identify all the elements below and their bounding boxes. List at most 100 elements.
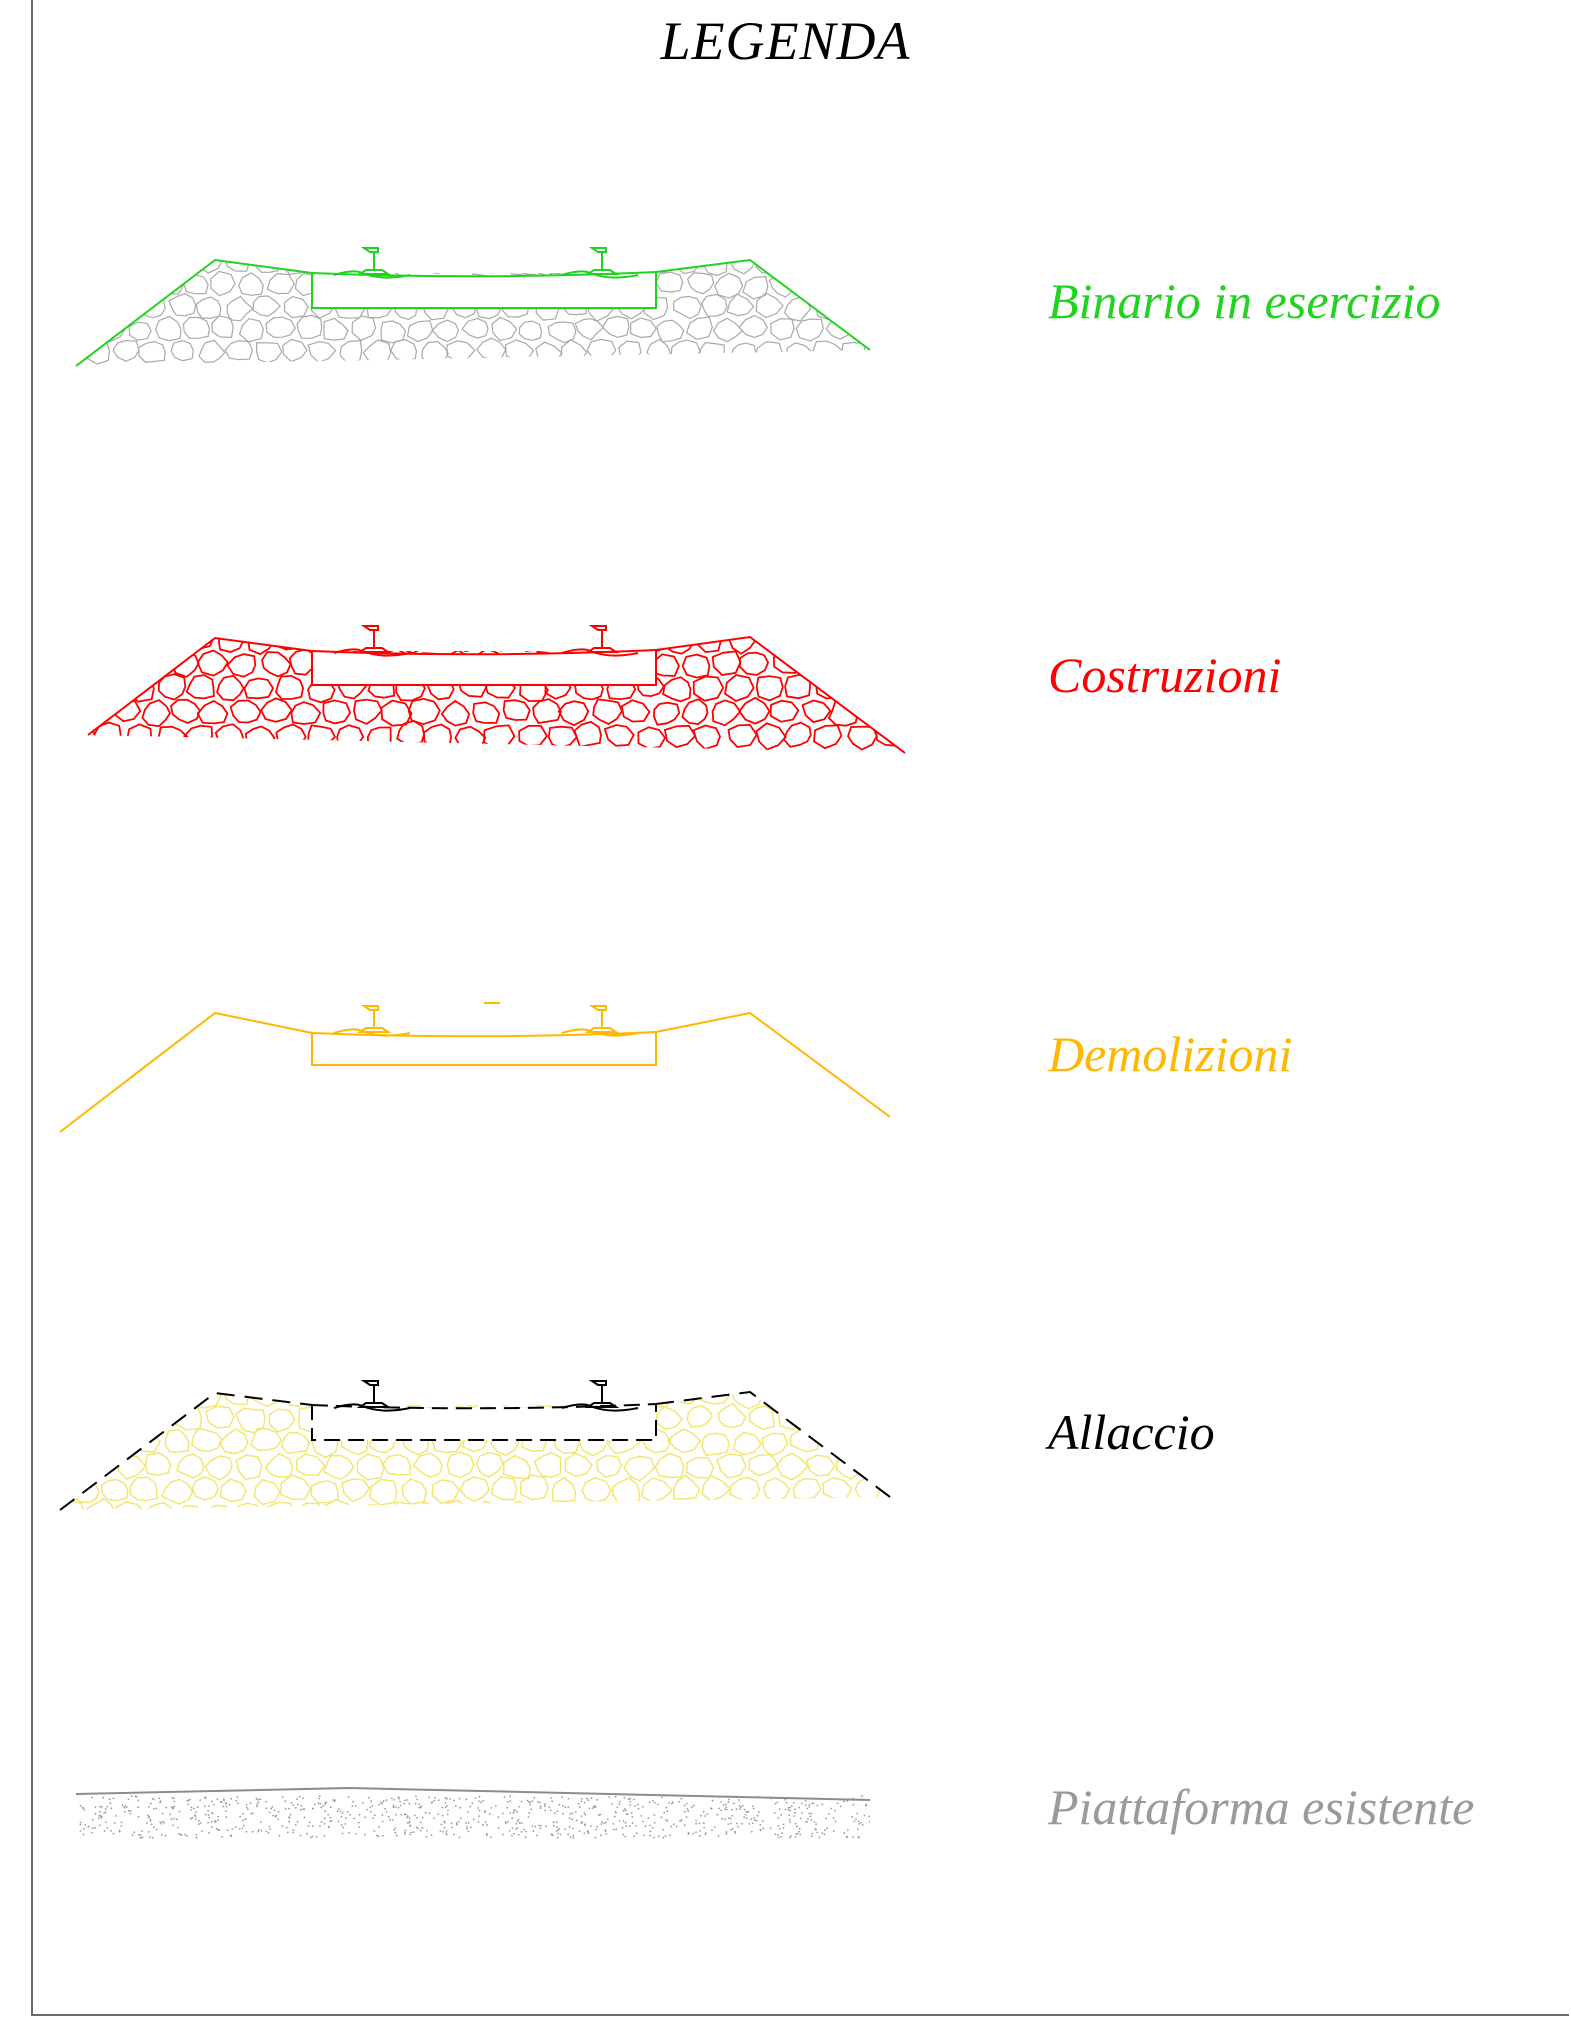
platform-dot xyxy=(194,1811,197,1814)
platform-dot xyxy=(103,1812,106,1814)
ballast-stone xyxy=(406,320,434,343)
platform-dot xyxy=(623,1796,626,1799)
platform-dot xyxy=(241,1827,244,1829)
platform-dot xyxy=(660,1816,663,1819)
platform-dot xyxy=(324,1803,327,1805)
platform-dot xyxy=(426,1829,428,1832)
ballast-stone xyxy=(159,1392,187,1406)
platform-dot xyxy=(640,1815,643,1817)
platform-dot xyxy=(149,1802,152,1805)
platform-dot xyxy=(418,1803,421,1806)
ballast-stone xyxy=(60,1478,68,1501)
platform-dot xyxy=(671,1802,673,1805)
platform-dot xyxy=(170,1818,173,1821)
platform-dot xyxy=(161,1820,164,1823)
platform-dot xyxy=(852,1803,855,1806)
ballast-stone xyxy=(205,1405,235,1429)
ballast-stone xyxy=(726,293,755,317)
platform-dot xyxy=(649,1834,651,1837)
platform-dot xyxy=(737,1826,739,1828)
platform-dot xyxy=(711,1829,713,1831)
platform-dot xyxy=(159,1821,162,1824)
platform-dot xyxy=(294,1823,297,1826)
ballast-stone xyxy=(656,319,685,343)
platform-dot xyxy=(228,1803,231,1806)
platform-dot xyxy=(866,1798,868,1801)
platform-dot xyxy=(399,1800,401,1803)
platform-dot xyxy=(315,1835,318,1838)
ballast-stone xyxy=(826,272,854,295)
ballast-stone xyxy=(490,1475,518,1501)
platform-dot xyxy=(679,1820,681,1822)
ballast-stone xyxy=(88,654,111,678)
platform-dot xyxy=(302,1797,304,1800)
ballast-stone xyxy=(769,699,800,723)
ballast-stone xyxy=(392,260,419,272)
platform-dot xyxy=(118,1829,121,1832)
platform-dot xyxy=(757,1811,760,1813)
platform-dot xyxy=(112,1797,115,1800)
platform-dot xyxy=(415,1795,417,1798)
ballast-stone xyxy=(672,1474,701,1500)
platform-dot xyxy=(416,1798,419,1801)
platform-dot xyxy=(392,1819,394,1821)
platform-dot xyxy=(633,1835,635,1837)
platform-dot xyxy=(211,1800,213,1803)
ballast-stone xyxy=(502,699,531,721)
ballast-stone xyxy=(218,1428,249,1455)
ballast-stone xyxy=(380,320,407,344)
ballast-stone xyxy=(226,653,257,678)
ballast-stone xyxy=(742,276,769,300)
platform-dot xyxy=(482,1799,485,1802)
platform-dot xyxy=(465,1822,468,1824)
platform-dot xyxy=(626,1813,629,1816)
ballast-stone xyxy=(340,260,366,273)
ballast-stone xyxy=(60,1451,85,1477)
platform-dot xyxy=(141,1830,144,1832)
platform-dot xyxy=(813,1821,816,1823)
platform-dot xyxy=(382,1800,385,1803)
ballast-stone xyxy=(238,272,264,296)
platform-dot xyxy=(400,1804,402,1807)
ballast-stone xyxy=(158,274,185,295)
platform-dot xyxy=(843,1832,846,1834)
platform-dot xyxy=(587,1799,590,1802)
platform-dot xyxy=(625,1825,628,1828)
platform-dot xyxy=(809,1815,812,1818)
platform-dot xyxy=(112,1832,115,1835)
platform-dot xyxy=(753,1816,756,1819)
platform-dot xyxy=(369,1806,372,1809)
ballast-stone xyxy=(778,1405,808,1431)
platform-dot xyxy=(540,1825,542,1827)
platform-dot xyxy=(379,1801,382,1804)
platform-dot xyxy=(292,1804,295,1807)
platform-dot xyxy=(520,1822,523,1824)
platform-dot xyxy=(151,1836,154,1839)
platform-dot xyxy=(366,1808,368,1811)
rail-right xyxy=(561,1380,639,1412)
ballast-stone xyxy=(432,1392,461,1406)
ballast-stone xyxy=(296,314,323,339)
platform-dot xyxy=(811,1832,814,1835)
platform-dot xyxy=(428,1796,430,1799)
platform-dot xyxy=(308,1821,311,1824)
platform-dot xyxy=(419,1829,422,1832)
platform-dot xyxy=(622,1809,625,1812)
ballast-stone xyxy=(95,637,126,656)
ballast-stone xyxy=(738,696,771,725)
ballast-stone xyxy=(351,315,377,342)
platform-dot xyxy=(214,1821,217,1823)
ballast-stone xyxy=(187,1392,222,1409)
ballast-stone xyxy=(551,1392,584,1406)
ballast-stone xyxy=(801,699,832,724)
ballast-stone xyxy=(214,723,244,752)
platform-dot xyxy=(245,1806,248,1809)
platform-dot xyxy=(268,1825,271,1828)
platform-dot xyxy=(184,1833,186,1836)
ballast-stone xyxy=(673,295,702,320)
platform-dot xyxy=(525,1830,527,1833)
platform-dot xyxy=(434,1797,436,1799)
platform-dot xyxy=(251,1830,254,1833)
ballast-stone xyxy=(198,339,226,364)
platform-dot xyxy=(432,1817,435,1819)
